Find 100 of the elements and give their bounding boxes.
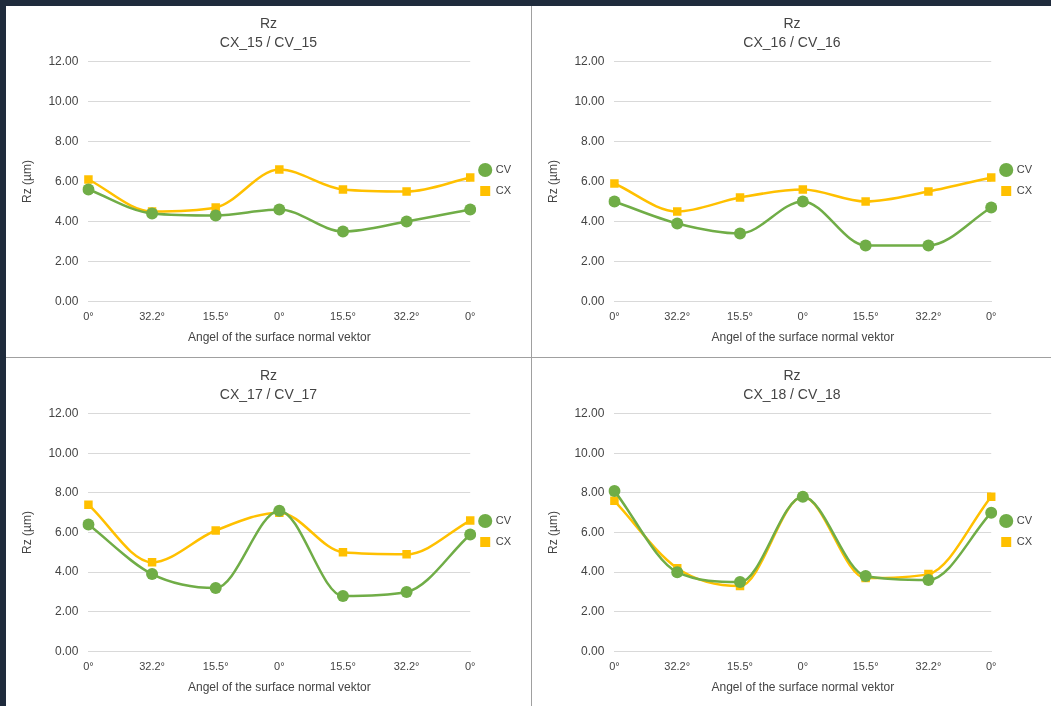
x-tick-label: 0°	[274, 660, 285, 673]
y-tick-label: 10.00	[574, 445, 605, 460]
y-tick-label: 4.00	[55, 213, 79, 228]
legend-label: CX	[495, 184, 512, 197]
x-tick-label: 0°	[797, 660, 809, 673]
point	[859, 239, 872, 252]
x-tick-label: 15.5°	[852, 660, 879, 673]
x-tick-label: 32.2°	[393, 310, 420, 323]
y-tick-label: 6.00	[581, 173, 605, 188]
point	[608, 484, 621, 497]
y-tick-label: 0.00	[55, 293, 79, 308]
chart-title: Rz	[259, 15, 278, 32]
y-tick-label: 12.00	[48, 53, 79, 68]
chart-title: Rz	[783, 367, 801, 384]
point	[84, 500, 93, 509]
point	[84, 175, 93, 184]
legend-label: CX	[1016, 535, 1033, 548]
y-tick-label: 6.00	[55, 524, 79, 539]
point	[922, 574, 935, 587]
x-tick-label: 32.2°	[664, 660, 691, 673]
x-tick-label: 0°	[797, 310, 809, 323]
point	[734, 576, 747, 589]
y-tick-label: 4.00	[581, 213, 605, 228]
x-axis-title: Angel of the surface normal vektor	[711, 680, 895, 695]
point	[796, 195, 809, 208]
x-tick-label: 15.5°	[330, 660, 356, 673]
x-tick-label: 0°	[985, 660, 997, 673]
y-tick-label: 8.00	[55, 485, 79, 500]
point	[734, 227, 747, 240]
x-tick-label: 32.2°	[915, 310, 942, 323]
y-tick-label: 8.00	[55, 133, 79, 148]
y-tick-label: 8.00	[581, 133, 605, 148]
x-axis-title: Angel of the surface normal vektor	[187, 330, 371, 345]
point	[986, 173, 996, 182]
chart-title: Rz	[783, 15, 801, 32]
point	[735, 193, 745, 202]
chart-subtitle: CX_17 / CV_17	[219, 386, 318, 403]
point	[336, 589, 349, 602]
point	[338, 185, 348, 194]
point	[465, 173, 475, 182]
point	[464, 528, 477, 541]
y-axis-title: Rz (µm)	[19, 511, 34, 554]
chart-subtitle: CX_15 / CV_15	[219, 34, 318, 51]
point	[400, 215, 413, 228]
legend-label: CX	[1016, 184, 1033, 197]
point	[402, 187, 411, 196]
legend-label: CX	[495, 535, 512, 548]
y-tick-label: 4.00	[581, 564, 605, 579]
chart-title: Rz	[259, 367, 278, 384]
x-tick-label: 32.2°	[139, 310, 165, 323]
x-tick-label: 0°	[83, 310, 94, 323]
y-tick-label: 8.00	[581, 485, 605, 500]
x-tick-label: 15.5°	[727, 310, 753, 323]
point	[82, 183, 95, 196]
x-tick-label: 15.5°	[727, 660, 753, 673]
y-tick-label: 10.00	[48, 445, 79, 460]
y-tick-label: 12.00	[48, 405, 79, 420]
y-tick-label: 2.00	[581, 604, 605, 619]
point	[985, 506, 998, 519]
point	[465, 516, 475, 525]
x-tick-label: 0°	[609, 660, 620, 673]
point	[671, 566, 684, 579]
point	[922, 239, 935, 252]
legend-label: CV	[1016, 163, 1033, 176]
point	[273, 203, 286, 216]
point	[82, 518, 95, 531]
point	[146, 207, 159, 220]
point	[924, 187, 933, 196]
y-axis-title: Rz (µm)	[545, 160, 560, 203]
point	[672, 207, 682, 216]
y-tick-label: 6.00	[581, 524, 605, 539]
legend-label: CV	[495, 163, 512, 176]
x-tick-label: 32.2°	[139, 660, 165, 673]
y-tick-label: 0.00	[581, 293, 605, 308]
y-tick-label: 0.00	[55, 643, 79, 658]
point	[671, 217, 684, 230]
x-tick-label: 32.2°	[393, 660, 420, 673]
x-tick-label: 32.2°	[915, 660, 942, 673]
point	[209, 581, 222, 594]
point	[608, 195, 621, 208]
point	[400, 585, 413, 598]
x-tick-label: 0°	[609, 310, 620, 323]
y-tick-label: 2.00	[55, 253, 79, 268]
chart-subtitle: CX_18 / CV_18	[743, 386, 841, 403]
x-axis-title: Angel of the surface normal vektor	[187, 680, 371, 695]
x-tick-label: 0°	[985, 310, 997, 323]
x-tick-label: 15.5°	[852, 310, 879, 323]
y-tick-label: 2.00	[581, 253, 605, 268]
y-tick-label: 10.00	[574, 93, 605, 108]
point	[798, 185, 808, 194]
x-tick-label: 15.5°	[202, 310, 229, 323]
point	[211, 526, 220, 535]
point	[209, 209, 222, 222]
point	[861, 197, 870, 206]
x-tick-label: 0°	[464, 310, 476, 323]
x-tick-label: 15.5°	[202, 660, 229, 673]
point	[610, 496, 619, 506]
x-tick-label: 0°	[83, 660, 94, 673]
y-axis-title: Rz (µm)	[19, 160, 34, 203]
x-tick-label: 0°	[464, 660, 476, 673]
